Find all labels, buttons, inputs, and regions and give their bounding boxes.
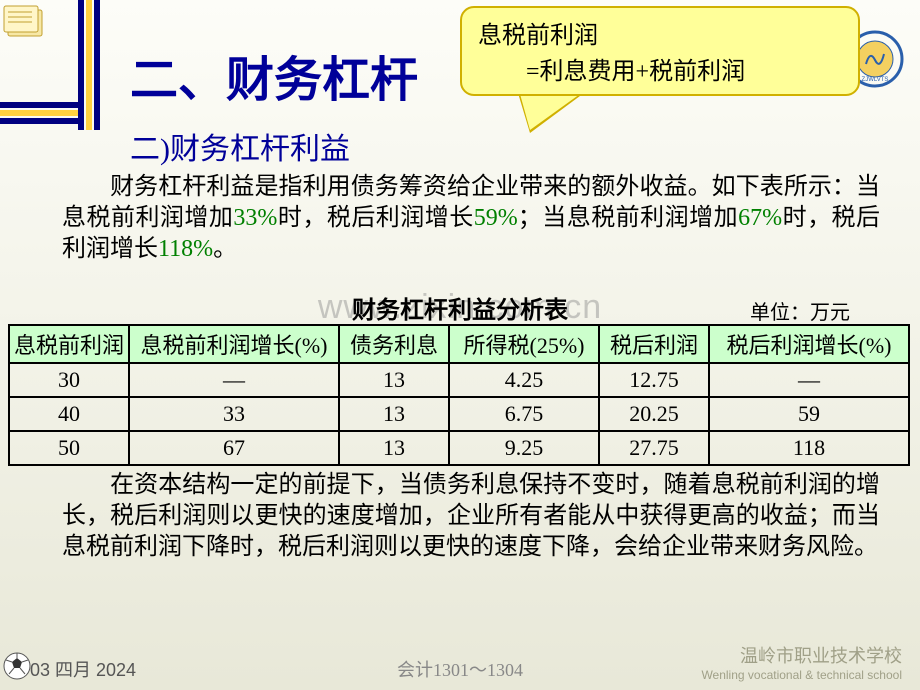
th-0: 息税前利润 [9,325,129,363]
th-3: 所得税(25%) [449,325,599,363]
table-row: 40 33 13 6.75 20.25 59 [9,397,909,431]
book-icon [2,4,52,49]
th-4: 税后利润 [599,325,709,363]
callout-line2: =利息费用+税前利润 [478,54,842,90]
paragraph-2: 在资本结构一定的前提下，当债务利息保持不变时，随着息税前利润的增长，税后利润则以… [62,470,880,564]
analysis-table: 息税前利润 息税前利润增长(%) 债务利息 所得税(25%) 税后利润 税后利润… [8,324,910,466]
footer-school: 温岭市职业技术学校 Wenling vocational & technical… [701,642,902,682]
callout-tail [520,94,580,130]
th-5: 税后利润增长(%) [709,325,909,363]
paragraph-1: 财务杠杆利益是指利用债务筹资给企业带来的额外收益。如下表所示：当息税前利润增加3… [62,172,880,266]
school-name-en: Wenling vocational & technical school [701,668,902,682]
table-row: 30 — 13 4.25 12.75 — [9,363,909,397]
slide-title: 二、财务杠杆 [60,40,418,110]
table-row: 50 67 13 9.25 27.75 118 [9,431,909,465]
th-2: 债务利息 [339,325,449,363]
subtitle: 二)财务杠杆利益 [130,124,350,168]
th-1: 息税前利润增长(%) [129,325,339,363]
school-name-cn: 温岭市职业技术学校 [701,642,902,668]
unit-label: 单位：万元 [750,296,850,325]
formula-callout: 息税前利润 =利息费用+税前利润 [460,6,860,96]
title-text: 二、财务杠杆 [130,40,418,110]
table-header-row: 息税前利润 息税前利润增长(%) 债务利息 所得税(25%) 税后利润 税后利润… [9,325,909,363]
svg-text:ZJWLVTS: ZJWLVTS [862,77,889,83]
callout-line1: 息税前利润 [478,18,842,54]
